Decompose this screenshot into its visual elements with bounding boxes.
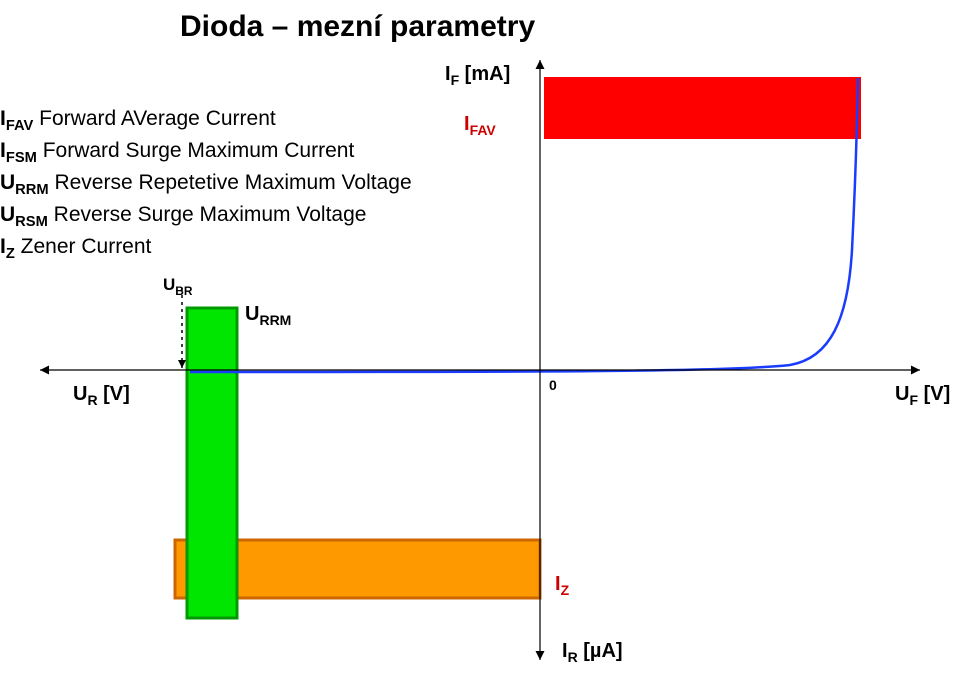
ifav-region (545, 78, 860, 138)
label-ur-v: UR [V] (73, 383, 130, 408)
diode-chart: IF [mA] IFAV UBR URRM UR [V] UF [V] 0 IZ IR [µA] (0, 0, 960, 677)
ubr-pointer-arrow (178, 360, 186, 368)
y-axis-arrow-down (536, 651, 545, 660)
label-uf-v: UF [V] (895, 383, 950, 408)
label-ubr: UBR (163, 275, 193, 298)
label-if-ma: IF [mA] (445, 63, 510, 88)
urrm-region (187, 308, 237, 618)
x-axis-arrow-left (40, 366, 49, 375)
y-axis-arrow-up (536, 60, 545, 69)
diode-parameters-figure: Dioda – mezní parametry IFAV Forward AVe… (0, 0, 960, 677)
label-origin-zero: 0 (549, 377, 557, 393)
x-axis-arrow-right (911, 366, 920, 375)
label-iz: IZ (555, 573, 570, 598)
label-urrm: URRM (245, 303, 291, 328)
label-ir-ua: IR [µA] (562, 640, 623, 665)
label-ifav: IFAV (464, 113, 496, 138)
